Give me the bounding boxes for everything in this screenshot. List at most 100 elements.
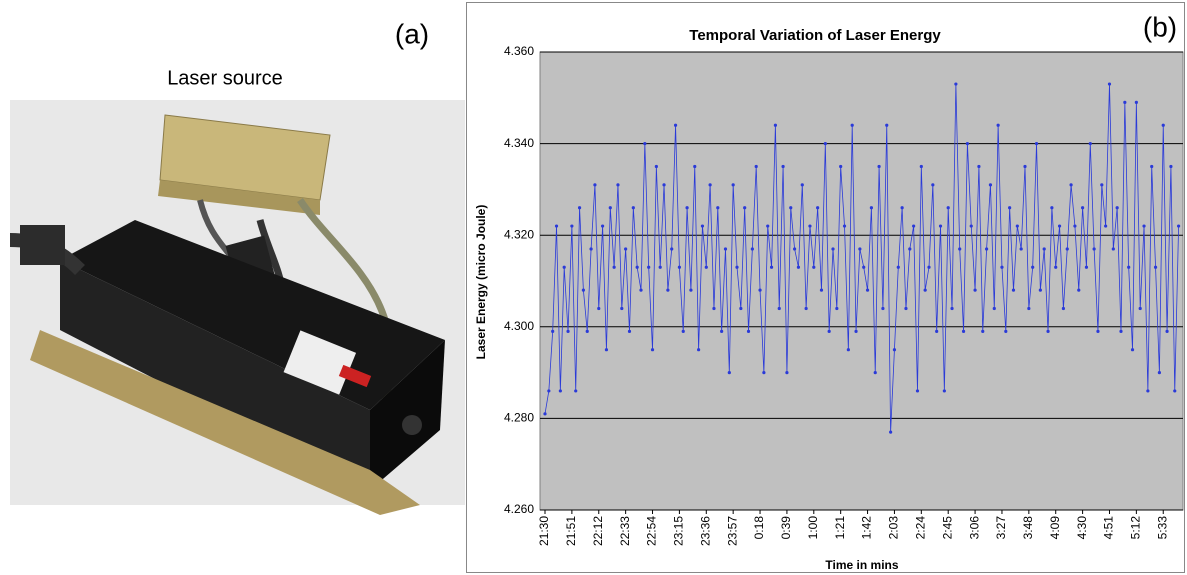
data-point bbox=[789, 206, 793, 210]
x-tick-label: 3:48 bbox=[1021, 516, 1035, 540]
x-tick-label: 0:18 bbox=[752, 516, 766, 540]
data-line bbox=[544, 84, 1179, 433]
data-point bbox=[1054, 265, 1058, 269]
data-point bbox=[627, 329, 632, 333]
data-point bbox=[781, 164, 785, 169]
data-point bbox=[773, 123, 778, 127]
x-tick-label: 4:09 bbox=[1048, 516, 1062, 540]
data-point bbox=[677, 265, 682, 269]
data-point bbox=[704, 265, 708, 269]
data-point bbox=[954, 82, 958, 86]
x-tick-label: 4:51 bbox=[1102, 516, 1116, 540]
data-point bbox=[754, 164, 758, 169]
data-point bbox=[927, 265, 931, 269]
data-point bbox=[562, 265, 566, 269]
data-point bbox=[739, 306, 743, 311]
data-point bbox=[873, 371, 877, 375]
data-point bbox=[919, 164, 923, 169]
data-point bbox=[1019, 247, 1023, 251]
data-point bbox=[735, 265, 739, 269]
data-point bbox=[581, 288, 586, 292]
x-tick-label: 5:33 bbox=[1155, 516, 1169, 540]
data-point bbox=[885, 123, 889, 127]
data-point bbox=[973, 288, 977, 292]
data-point bbox=[604, 348, 609, 352]
data-point bbox=[796, 265, 801, 269]
data-point bbox=[681, 329, 685, 333]
data-point bbox=[743, 206, 747, 210]
data-point bbox=[808, 224, 812, 228]
data-point bbox=[1104, 224, 1108, 228]
data-point bbox=[1107, 82, 1112, 86]
data-point bbox=[1153, 265, 1158, 269]
y-tick-label: 4.340 bbox=[504, 136, 534, 150]
data-point bbox=[1092, 247, 1096, 251]
x-tick-label: 22:33 bbox=[618, 516, 632, 546]
data-point bbox=[597, 306, 601, 311]
data-point bbox=[758, 288, 762, 292]
data-point bbox=[1015, 224, 1019, 228]
data-point bbox=[819, 288, 824, 292]
data-point bbox=[1081, 206, 1085, 210]
photo bbox=[9, 114, 445, 515]
data-point bbox=[1161, 123, 1165, 127]
data-point bbox=[577, 206, 582, 210]
data-point bbox=[727, 371, 731, 375]
data-point bbox=[620, 306, 624, 311]
data-point bbox=[750, 247, 754, 251]
data-point bbox=[574, 389, 578, 393]
data-point bbox=[823, 142, 827, 146]
x-tick-label: 3:27 bbox=[994, 516, 1008, 540]
data-point bbox=[643, 142, 647, 146]
plot-area bbox=[539, 51, 1184, 511]
data-point bbox=[1042, 247, 1046, 251]
data-point bbox=[1011, 288, 1016, 292]
data-point bbox=[1038, 288, 1042, 292]
data-point bbox=[697, 348, 701, 352]
data-point bbox=[1073, 224, 1077, 228]
data-point bbox=[988, 183, 993, 187]
data-point bbox=[658, 265, 662, 269]
data-point bbox=[1119, 329, 1123, 333]
data-point bbox=[631, 206, 635, 210]
data-point bbox=[1142, 224, 1146, 228]
x-tick-label: 21:30 bbox=[537, 516, 551, 546]
data-point bbox=[865, 288, 870, 292]
data-point bbox=[616, 183, 620, 187]
x-tick-label: 22:54 bbox=[645, 516, 659, 546]
y-axis-title: Laser Energy (micro Joule) bbox=[474, 205, 488, 360]
panel-label: (b) bbox=[1143, 11, 1177, 42]
data-point bbox=[547, 389, 551, 393]
data-point bbox=[996, 123, 1000, 127]
x-tick-label: 2:03 bbox=[887, 516, 901, 540]
chart-title: Temporal Variation of Laser Energy bbox=[689, 27, 941, 44]
data-point bbox=[608, 206, 612, 210]
data-point bbox=[889, 430, 893, 434]
data-point bbox=[1000, 265, 1004, 269]
data-point bbox=[624, 247, 628, 251]
y-tick-label: 4.260 bbox=[504, 502, 534, 516]
data-point bbox=[1157, 371, 1161, 375]
data-point bbox=[662, 183, 666, 187]
data-point bbox=[1050, 206, 1054, 210]
data-point bbox=[800, 183, 804, 187]
x-tick-label: 22:12 bbox=[591, 516, 605, 546]
y-tick-label: 4.320 bbox=[504, 227, 534, 241]
data-point bbox=[816, 206, 820, 210]
data-point bbox=[946, 206, 950, 210]
data-point bbox=[769, 265, 774, 269]
data-point bbox=[1046, 329, 1050, 333]
data-point bbox=[835, 306, 839, 311]
data-point bbox=[881, 306, 885, 311]
data-point bbox=[854, 329, 858, 333]
data-point bbox=[1004, 329, 1008, 333]
data-point bbox=[593, 183, 597, 187]
data-point bbox=[693, 164, 697, 169]
data-point bbox=[673, 123, 678, 127]
data-point bbox=[716, 206, 720, 210]
data-point bbox=[938, 224, 943, 228]
data-point bbox=[731, 183, 735, 187]
x-tick-label: 21:51 bbox=[564, 516, 578, 546]
data-point bbox=[1173, 389, 1177, 393]
